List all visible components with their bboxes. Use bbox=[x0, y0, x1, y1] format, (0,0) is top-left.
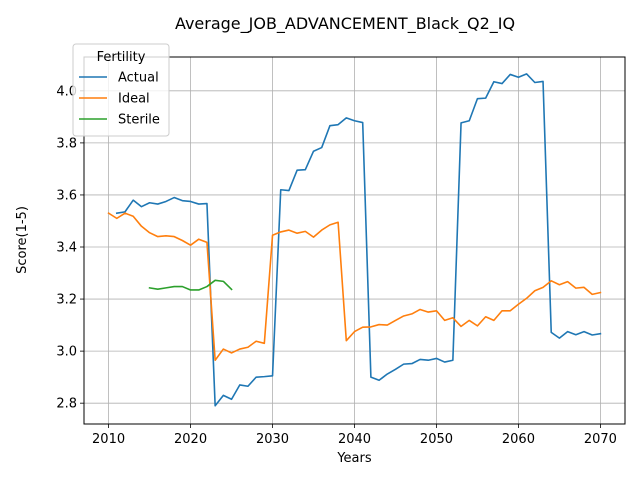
y-tick-label: 4.0 bbox=[56, 84, 77, 99]
legend-label-ideal: Ideal bbox=[118, 92, 150, 107]
legend-title: Fertility bbox=[97, 50, 146, 65]
x-tick-label: 2060 bbox=[502, 432, 535, 447]
y-axis-label: Score(1-5) bbox=[15, 206, 30, 274]
y-tick-label: 3.6 bbox=[56, 188, 77, 203]
series-lines bbox=[107, 73, 602, 407]
y-tick-label: 3.8 bbox=[56, 136, 77, 151]
x-tick-label: 2020 bbox=[174, 432, 207, 447]
y-tick-label: 3.2 bbox=[56, 293, 77, 308]
legend-label-actual: Actual bbox=[118, 71, 159, 86]
legend: Fertility Actual Ideal Sterile bbox=[72, 43, 170, 137]
chart-title: Average_JOB_ADVANCEMENT_Black_Q2_IQ bbox=[175, 14, 515, 34]
x-tick-label: 2010 bbox=[92, 432, 125, 447]
x-tick-label: 2040 bbox=[338, 432, 371, 447]
x-axis-label: Years bbox=[336, 451, 372, 466]
x-tick-label: 2050 bbox=[420, 432, 453, 447]
x-tick-label: 2030 bbox=[256, 432, 289, 447]
y-tick-label: 3.4 bbox=[56, 241, 77, 256]
legend-label-sterile: Sterile bbox=[118, 113, 160, 128]
series-line-sterile bbox=[148, 279, 233, 291]
y-tick-label: 2.8 bbox=[56, 397, 77, 412]
series-line-ideal bbox=[107, 212, 602, 362]
series-line-actual bbox=[115, 73, 602, 407]
legend-box bbox=[72, 43, 170, 137]
axis-ticks: 2010 2020 2030 2040 2050 2060 2070 2.8 3.0 3.2 3.4… bbox=[56, 84, 617, 447]
x-tick-label: 2070 bbox=[584, 432, 617, 447]
y-tick-label: 3.0 bbox=[56, 345, 77, 360]
